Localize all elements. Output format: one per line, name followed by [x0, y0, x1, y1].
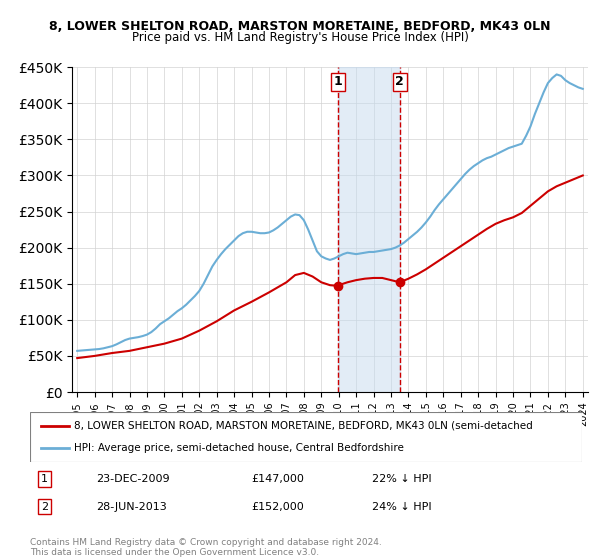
Text: 28-JUN-2013: 28-JUN-2013 — [96, 502, 167, 512]
Text: Price paid vs. HM Land Registry's House Price Index (HPI): Price paid vs. HM Land Registry's House … — [131, 31, 469, 44]
Text: 24% ↓ HPI: 24% ↓ HPI — [372, 502, 432, 512]
Text: 8, LOWER SHELTON ROAD, MARSTON MORETAINE, BEDFORD, MK43 0LN: 8, LOWER SHELTON ROAD, MARSTON MORETAINE… — [49, 20, 551, 32]
Bar — [338, 67, 400, 392]
Text: 23-DEC-2009: 23-DEC-2009 — [96, 474, 170, 484]
Text: 1: 1 — [334, 75, 343, 88]
Text: £152,000: £152,000 — [251, 502, 304, 512]
Text: HPI: Average price, semi-detached house, Central Bedfordshire: HPI: Average price, semi-detached house,… — [74, 443, 404, 453]
Text: 2: 2 — [41, 502, 48, 512]
Text: Contains HM Land Registry data © Crown copyright and database right 2024.
This d: Contains HM Land Registry data © Crown c… — [30, 538, 382, 557]
Text: 1: 1 — [41, 474, 48, 484]
Text: 8, LOWER SHELTON ROAD, MARSTON MORETAINE, BEDFORD, MK43 0LN (semi-detached: 8, LOWER SHELTON ROAD, MARSTON MORETAINE… — [74, 421, 533, 431]
FancyBboxPatch shape — [30, 412, 582, 462]
Text: £147,000: £147,000 — [251, 474, 304, 484]
Text: 22% ↓ HPI: 22% ↓ HPI — [372, 474, 432, 484]
Text: 2: 2 — [395, 75, 404, 88]
